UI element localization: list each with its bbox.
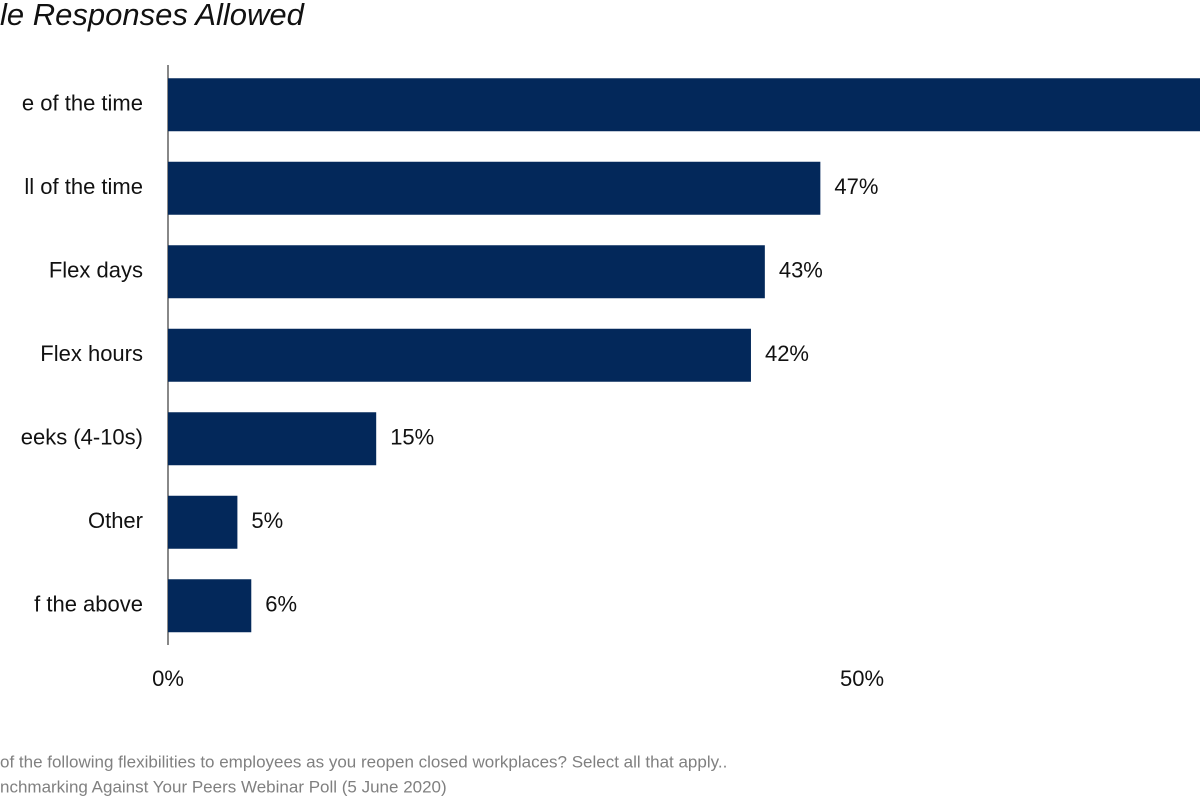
value-label: 15% <box>390 425 434 450</box>
value-label: 43% <box>779 258 823 283</box>
bar <box>168 161 821 215</box>
y-tick-label: Other <box>88 508 143 533</box>
y-tick-label: eeks (4-10s) <box>21 425 143 450</box>
bar <box>168 78 1200 132</box>
y-tick-label: ll of the time <box>24 174 143 199</box>
y-tick-label: Flex hours <box>40 341 143 366</box>
bar <box>168 245 765 299</box>
value-label: 6% <box>265 592 297 617</box>
value-label: 47% <box>834 174 878 199</box>
y-tick-label: Flex days <box>49 258 143 283</box>
chart-title: le Responses Allowed <box>0 0 306 32</box>
value-label: 42% <box>765 341 809 366</box>
bar <box>168 328 751 382</box>
bar <box>168 579 252 633</box>
x-tick-label: 0% <box>152 666 184 691</box>
bar <box>168 412 377 466</box>
y-tick-label: f the above <box>34 592 143 617</box>
y-tick-label: e of the time <box>22 91 143 116</box>
value-label: 5% <box>251 508 283 533</box>
footnote: of the following flexibilities to employ… <box>0 752 727 771</box>
x-tick-label: 50% <box>840 666 884 691</box>
footnote: nchmarking Against Your Peers Webinar Po… <box>0 777 447 796</box>
bar <box>168 495 238 549</box>
